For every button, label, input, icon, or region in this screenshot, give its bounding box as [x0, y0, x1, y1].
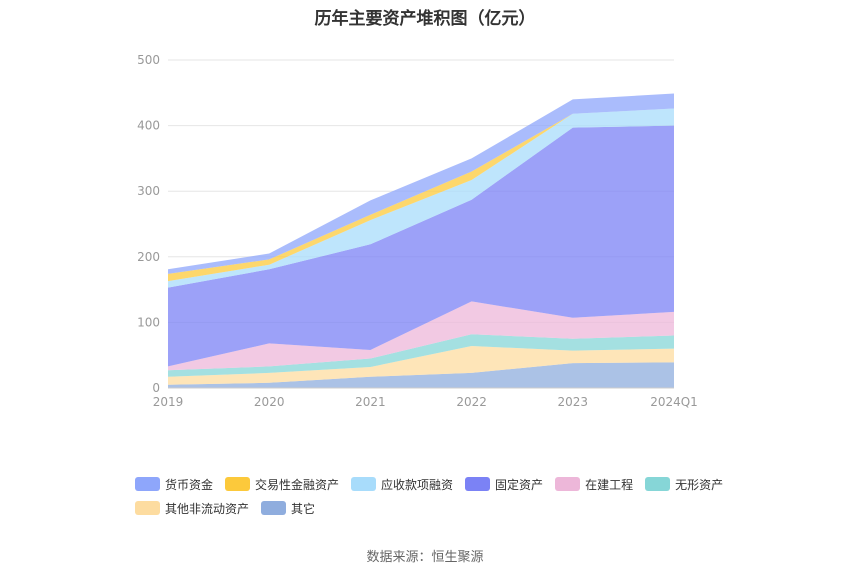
y-tick-label: 400 [137, 119, 160, 133]
y-tick-label: 500 [137, 53, 160, 67]
legend-item[interactable]: 货币资金 [135, 476, 213, 493]
legend-swatch [645, 477, 671, 491]
legend-label: 固定资产 [495, 477, 544, 492]
legend-swatch [465, 477, 491, 491]
legend-row-1: 货币资金 交易性金融资产 应收款项融资 固定资产 在建工程 无形资产 [135, 472, 735, 496]
legend-item[interactable]: 无形资产 [645, 476, 723, 493]
chart-title: 历年主要资产堆积图（亿元） [314, 9, 536, 29]
legend-label: 交易性金融资产 [255, 477, 340, 492]
legend-item[interactable]: 其它 [261, 500, 315, 517]
y-axis-ticks: 0 100 200 300 400 500 [137, 53, 160, 395]
x-tick-label: 2024Q1 [650, 395, 698, 409]
legend-item[interactable]: 其他非流动资产 [135, 500, 249, 517]
legend-label: 在建工程 [585, 477, 634, 492]
legend: 货币资金 交易性金融资产 应收款项融资 固定资产 在建工程 无形资产 其他非流动资产 其它 [135, 472, 735, 520]
legend-item[interactable]: 在建工程 [555, 476, 633, 493]
area-固定资产 [168, 125, 674, 367]
legend-row-2: 其他非流动资产 其它 [135, 496, 735, 520]
legend-swatch [135, 477, 160, 491]
legend-label: 无形资产 [675, 477, 724, 492]
x-tick-label: 2019 [153, 395, 184, 409]
area-其它 [168, 362, 674, 388]
x-tick-label: 2020 [254, 395, 285, 409]
y-tick-label: 0 [152, 381, 160, 395]
legend-swatch [351, 477, 377, 491]
area-货币资金 [168, 93, 674, 274]
area-无形资产 [168, 334, 674, 377]
legend-label: 货币资金 [165, 477, 214, 492]
y-tick-label: 100 [137, 315, 160, 329]
area-在建工程 [168, 301, 674, 371]
legend-swatch [225, 477, 251, 491]
legend-item[interactable]: 固定资产 [465, 476, 543, 493]
y-tick-label: 200 [137, 250, 160, 264]
data-source: 数据来源：恒生聚源 [366, 550, 484, 565]
area-应收款项融资 [168, 108, 674, 288]
x-axis-ticks: 2019 2020 2021 2022 2023 2024Q1 [153, 395, 698, 409]
x-tick-label: 2021 [355, 395, 386, 409]
y-tick-label: 300 [137, 184, 160, 198]
legend-label: 其它 [291, 501, 316, 516]
legend-swatch [261, 501, 287, 515]
x-tick-label: 2023 [558, 395, 589, 409]
area-其他非流动资产 [168, 346, 674, 385]
legend-item[interactable]: 交易性金融资产 [225, 476, 339, 493]
legend-item[interactable]: 应收款项融资 [351, 476, 453, 493]
area-交易性金融资产 [168, 108, 674, 282]
legend-label: 应收款项融资 [381, 477, 454, 492]
x-tick-label: 2022 [456, 395, 487, 409]
legend-swatch [555, 477, 581, 491]
legend-label: 其他非流动资产 [165, 501, 250, 516]
legend-swatch [135, 501, 160, 515]
area-series [168, 93, 674, 388]
